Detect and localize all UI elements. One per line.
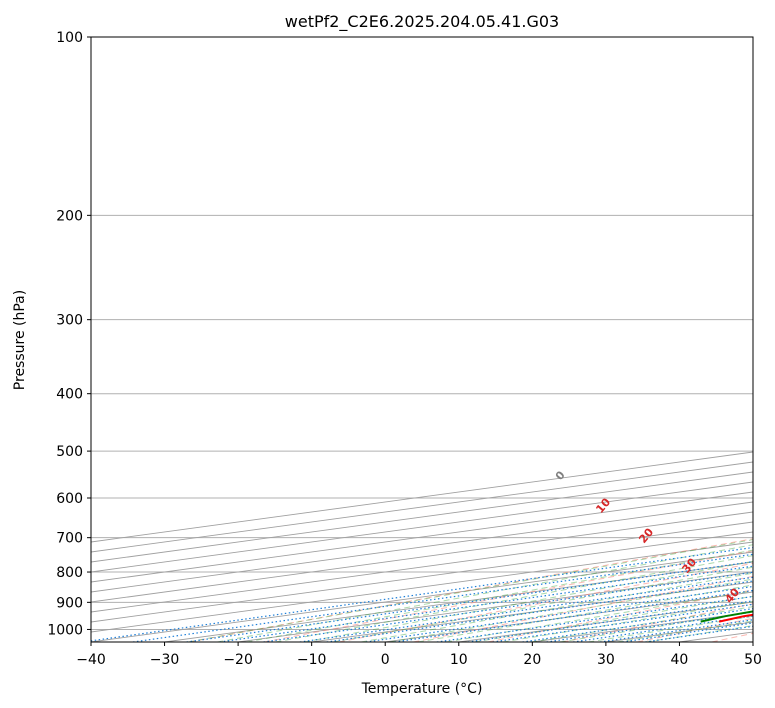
y-tick-label: 300	[56, 313, 83, 329]
plot-area: 0.10.20.40.611.52346810131620253036-100-…	[91, 37, 753, 642]
moist-adiabat-line	[417, 584, 753, 642]
x-tick-label: −10	[297, 652, 327, 668]
moist-adiabats	[188, 539, 753, 642]
y-tick-label: 100	[56, 30, 83, 46]
y-tick-label: 200	[56, 208, 83, 224]
mixing-ratio-line	[299, 576, 753, 642]
y-tick-label: 1000	[47, 622, 83, 638]
x-tick-label: 0	[381, 652, 390, 668]
y-tick-label: 500	[56, 444, 83, 460]
isotherm-line	[91, 511, 753, 603]
moist-adiabat-line	[332, 566, 753, 642]
moist-adiabat-line	[246, 549, 753, 642]
skewed-isotherms	[91, 451, 753, 642]
x-tick-label: −40	[76, 652, 106, 668]
x-tick-label: −20	[223, 652, 253, 668]
x-axis-label: Temperature (°C)	[361, 681, 483, 697]
moist-adiabat-line	[361, 572, 753, 642]
x-tick-label: 50	[744, 652, 762, 668]
x-tick-label: 20	[523, 652, 541, 668]
x-tick-label: 40	[671, 652, 689, 668]
isotherm-line	[91, 521, 753, 613]
moist-adiabat-line	[188, 539, 753, 642]
mixing-ratio-lines	[91, 546, 753, 642]
isotherm-line	[91, 461, 753, 553]
pressure-gridlines	[91, 37, 753, 630]
y-tick-label: 400	[56, 387, 83, 403]
mixing-ratio-line	[365, 585, 753, 642]
isotherm-line	[91, 531, 753, 623]
isotherm-line	[91, 491, 753, 583]
x-tick-label: −30	[150, 652, 180, 668]
plot-frame	[90, 36, 754, 643]
y-tick-label: 700	[56, 531, 83, 547]
y-tick-label: 900	[56, 595, 83, 611]
moist-adiabat-line	[217, 544, 753, 642]
x-tick-label: 30	[597, 652, 615, 668]
chart-title: wetPf2_C2E6.2025.204.05.41.G03	[285, 12, 559, 32]
isotherm-line	[91, 501, 753, 593]
isotherm-line	[91, 471, 753, 563]
y-axis-label: Pressure (hPa)	[12, 290, 28, 390]
moist-adiabat-line	[445, 590, 753, 642]
y-tick-label: 600	[56, 491, 83, 507]
mixing-ratio-line	[263, 571, 753, 642]
y-axis-ticks: 100 200 300 400 500 600 700 800 900 1000	[47, 30, 91, 638]
isotherm-line	[91, 481, 753, 573]
x-axis-ticks: −40 −30 −20 −10 0 10 20 30 40 50	[76, 642, 762, 668]
isotherm-line	[91, 451, 753, 543]
y-tick-label: 800	[56, 565, 83, 581]
x-tick-label: 10	[450, 652, 468, 668]
mixing-ratio-line	[326, 580, 753, 642]
